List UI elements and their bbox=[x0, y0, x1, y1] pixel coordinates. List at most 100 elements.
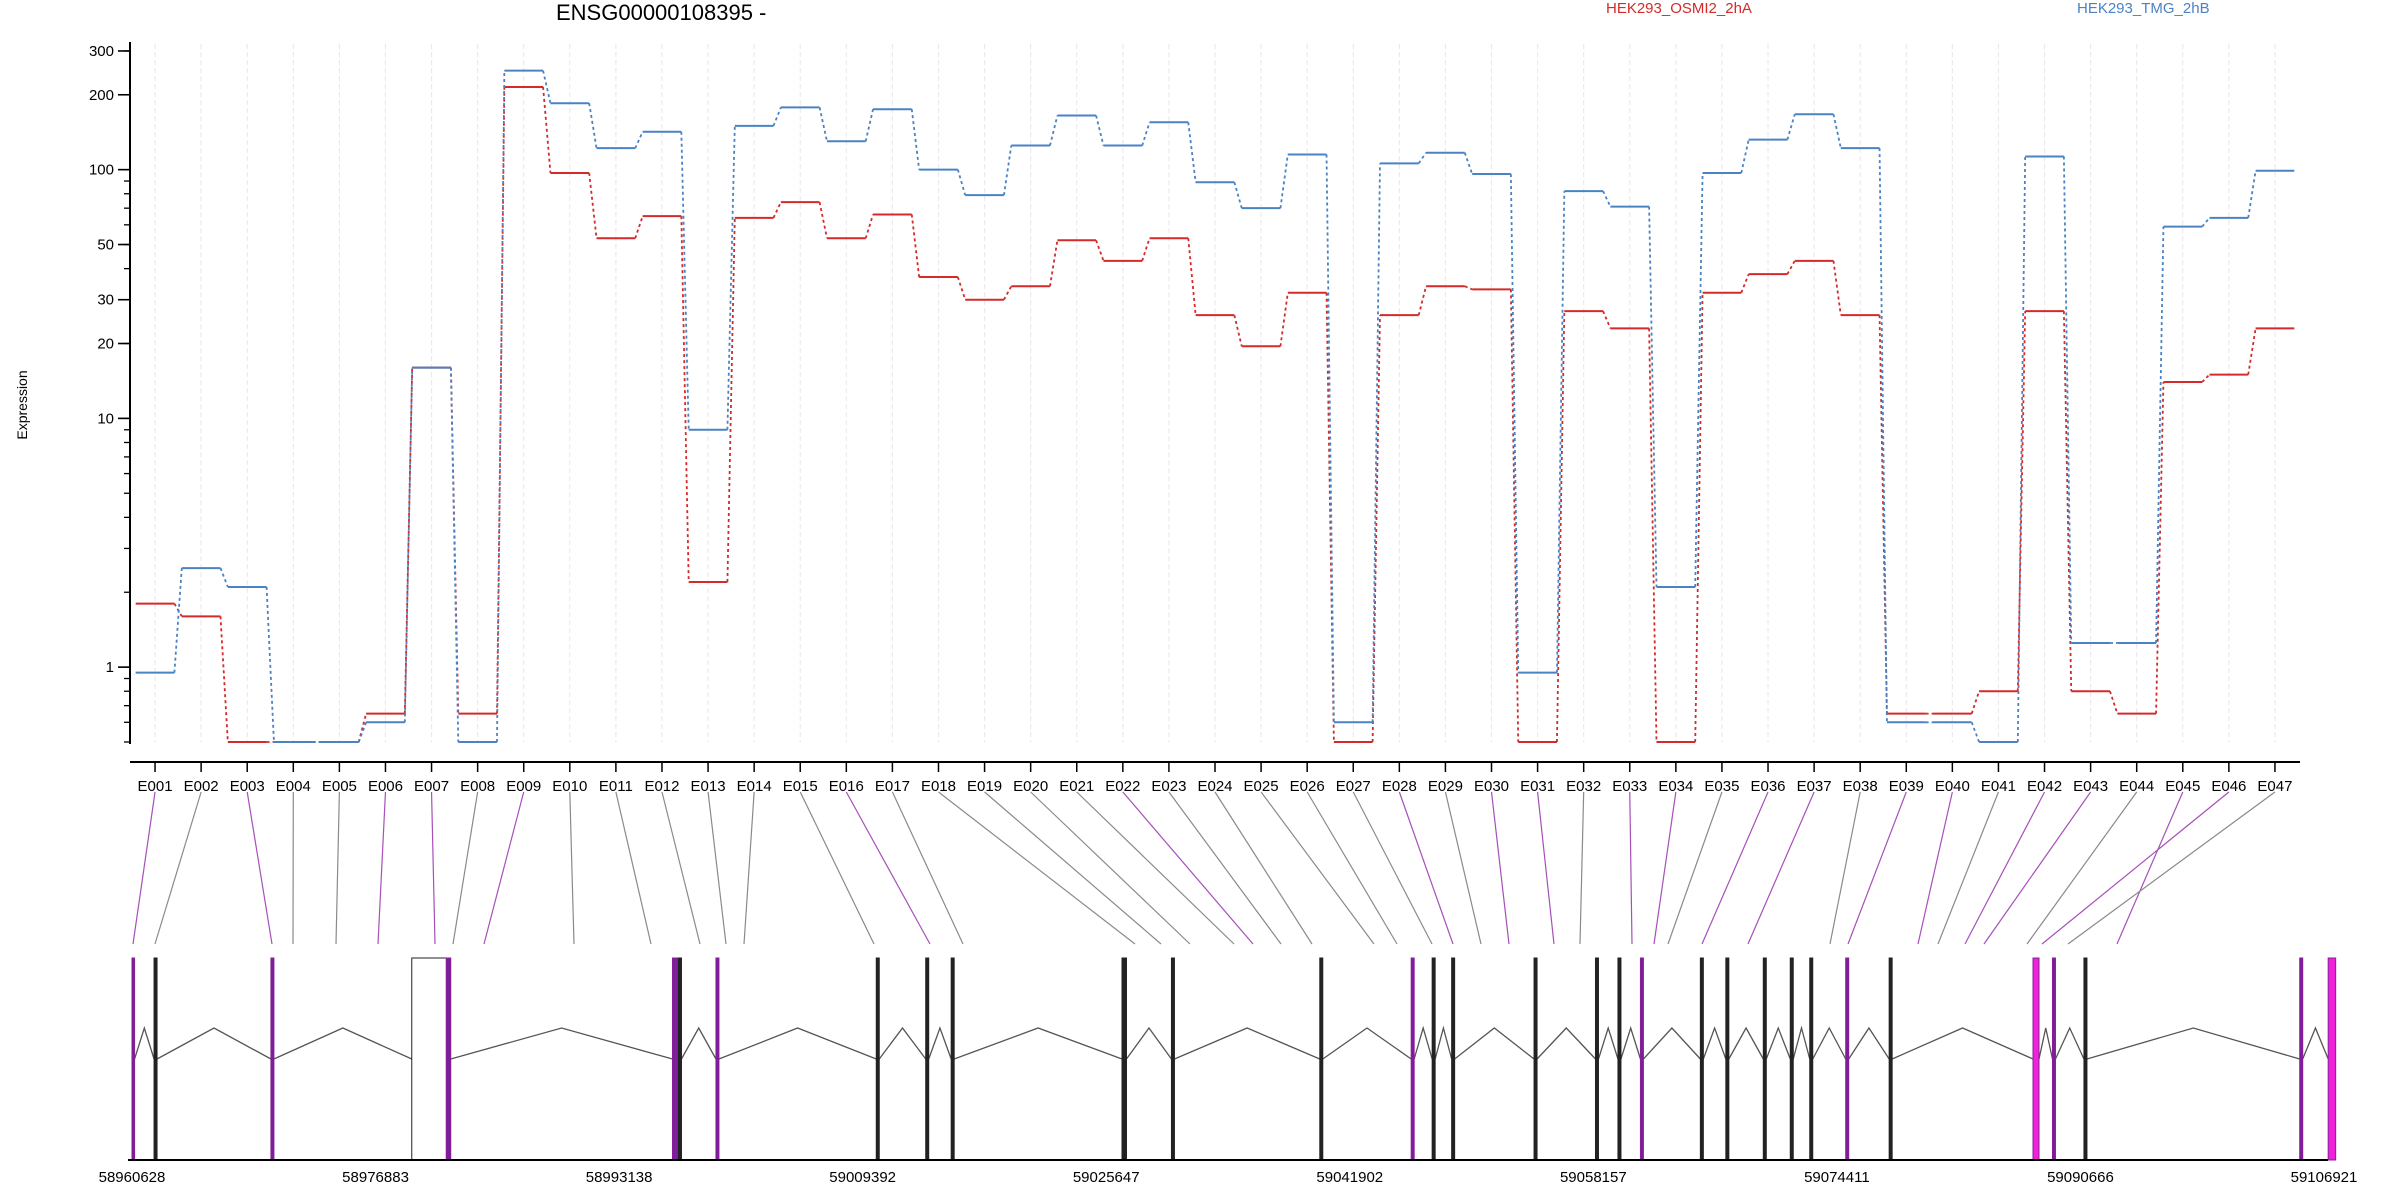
x-tick-label-E046: E046 bbox=[2211, 778, 2246, 795]
intron bbox=[1536, 1027, 1596, 1060]
exon-block bbox=[1762, 957, 1767, 1161]
connector-E033 bbox=[1629, 791, 1633, 945]
x-tick-label-E008: E008 bbox=[460, 778, 495, 795]
exon-block bbox=[445, 957, 452, 1161]
connector-E020 bbox=[1030, 791, 1191, 945]
y-tick-label: 50 bbox=[97, 237, 114, 254]
x-axis: E001 E002 E003 E004 E005 E006 E007 E008 E009 E010… bbox=[130, 761, 2300, 795]
exon-block bbox=[1594, 957, 1599, 1161]
chart-title: ENSG00000108395 - bbox=[556, 0, 767, 25]
connector-E041 bbox=[2016, 156, 2027, 743]
connector-E018 bbox=[956, 169, 967, 196]
exon-block bbox=[1845, 957, 1850, 1161]
intron bbox=[1702, 1026, 1727, 1060]
x-tick-label-E028: E028 bbox=[1382, 778, 1417, 795]
connector-E040 bbox=[1970, 690, 1980, 714]
connector-E032 bbox=[1602, 190, 1612, 208]
connector-E036 bbox=[1786, 260, 1796, 275]
x-tick-label-E001: E001 bbox=[138, 778, 173, 795]
intron bbox=[133, 1025, 155, 1060]
connector-E045 bbox=[2201, 217, 2211, 228]
exon-block bbox=[1319, 957, 1324, 1161]
coord-label: 59058157 bbox=[1560, 1169, 1627, 1186]
x-tick-label-E041: E041 bbox=[1981, 778, 2016, 795]
intron bbox=[718, 1027, 877, 1060]
x-tick-label-E030: E030 bbox=[1474, 778, 1509, 795]
connector-E011 bbox=[615, 791, 652, 945]
exon-block bbox=[2051, 957, 2056, 1161]
x-tick-label-E013: E013 bbox=[691, 778, 726, 795]
x-tick-label-E044: E044 bbox=[2119, 778, 2154, 795]
intron bbox=[1620, 1025, 1642, 1060]
connector-E012 bbox=[661, 791, 701, 945]
x-tick-label-E020: E020 bbox=[1013, 778, 1048, 795]
connector-E029 bbox=[1464, 285, 1473, 291]
connector-E008 bbox=[496, 70, 506, 743]
coord-label: 59041902 bbox=[1316, 1169, 1383, 1186]
x-tick-label-E024: E024 bbox=[1197, 778, 1232, 795]
connector-E009 bbox=[542, 70, 552, 104]
intron bbox=[450, 1027, 673, 1060]
connector-E032 bbox=[1579, 791, 1585, 945]
connector-E005 bbox=[335, 791, 340, 945]
connector-E003 bbox=[265, 586, 275, 743]
connector-E024 bbox=[1214, 791, 1313, 945]
x-tick-label-E007: E007 bbox=[414, 778, 449, 795]
connector-E018 bbox=[938, 791, 1136, 945]
connector-E011 bbox=[634, 131, 644, 149]
exon-block bbox=[875, 957, 880, 1161]
connector-E036 bbox=[1701, 791, 1769, 945]
connector-E029 bbox=[1444, 791, 1482, 945]
intron bbox=[2054, 1026, 2085, 1060]
x-tick-label-E014: E014 bbox=[737, 778, 772, 795]
x-tick-label-E026: E026 bbox=[1290, 778, 1325, 795]
connector-E005 bbox=[357, 713, 367, 743]
connector-E030 bbox=[1490, 791, 1510, 945]
x-tick-label-E035: E035 bbox=[1704, 778, 1739, 795]
connector-E017 bbox=[891, 791, 964, 945]
connector-E030 bbox=[1509, 174, 1520, 673]
x-tick-label-E042: E042 bbox=[2027, 778, 2062, 795]
x-tick-label-E043: E043 bbox=[2073, 778, 2108, 795]
intron bbox=[680, 1026, 717, 1060]
y-tick-label: 1 bbox=[106, 659, 114, 676]
connector-E016 bbox=[864, 108, 874, 142]
connector-E034 bbox=[1694, 292, 1704, 743]
connector-E046 bbox=[2247, 170, 2257, 218]
connector-E010 bbox=[588, 172, 598, 239]
coord-label: 59074411 bbox=[1804, 1169, 1870, 1186]
connector-E017 bbox=[910, 214, 921, 278]
intron bbox=[928, 1026, 952, 1060]
connector-E045 bbox=[2201, 373, 2211, 383]
exon-block bbox=[2299, 957, 2304, 1161]
connector-E011 bbox=[634, 215, 644, 239]
legend-series-osmi2: HEK293_OSMI2_2hA bbox=[1606, 0, 1752, 17]
intron bbox=[878, 1026, 927, 1060]
intron bbox=[1597, 1025, 1619, 1060]
x-tick-label-E039: E039 bbox=[1889, 778, 1924, 795]
connector-E047 bbox=[2067, 791, 2276, 945]
connector-E038 bbox=[1829, 791, 1861, 945]
intron bbox=[953, 1027, 1123, 1060]
connector-E026 bbox=[1325, 292, 1335, 743]
connector-E033 bbox=[1648, 328, 1658, 743]
connector-E016 bbox=[864, 214, 874, 239]
connector-E023 bbox=[1168, 791, 1282, 945]
intron bbox=[2302, 1026, 2329, 1060]
connector-E019 bbox=[984, 791, 1162, 945]
coord-label: 58976883 bbox=[342, 1169, 409, 1186]
exon-block bbox=[153, 957, 158, 1161]
exon-block bbox=[1888, 957, 1893, 1161]
exon-block bbox=[677, 957, 682, 1161]
connector-E021 bbox=[1076, 791, 1235, 945]
exon-block bbox=[925, 957, 930, 1161]
x-tick-label-E027: E027 bbox=[1336, 778, 1371, 795]
connector-E012 bbox=[680, 216, 690, 582]
exon-block bbox=[131, 957, 136, 1161]
connector-E039 bbox=[1847, 791, 1907, 945]
intron bbox=[1891, 1027, 2034, 1060]
x-tick-label-E005: E005 bbox=[322, 778, 357, 795]
connector-E021 bbox=[1095, 239, 1105, 262]
x-tick-label-E012: E012 bbox=[644, 778, 679, 795]
